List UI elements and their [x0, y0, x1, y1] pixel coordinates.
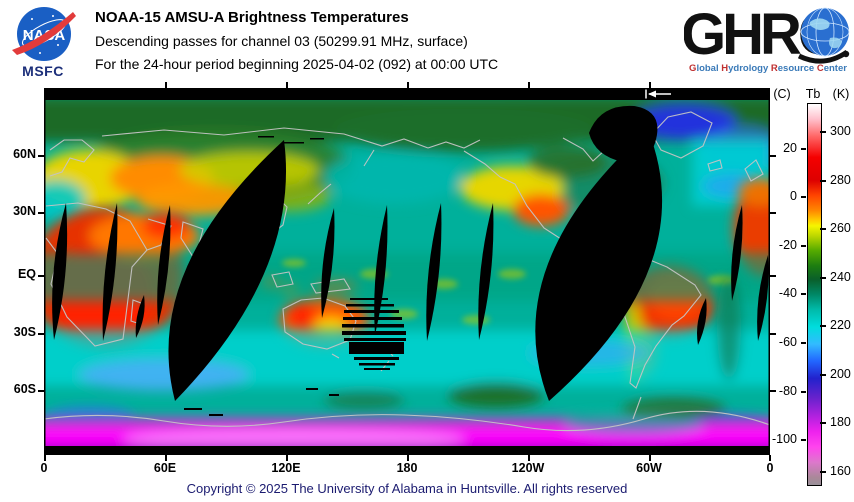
axis-tick — [38, 390, 44, 392]
kelvin-tick-220: 220 — [830, 318, 851, 332]
kelvin-tick-240: 240 — [830, 270, 851, 284]
missing-data-swaths — [52, 105, 769, 416]
ghrc-word-rest: esource — [777, 63, 815, 74]
axis-tick — [38, 155, 44, 157]
axis-tick — [38, 275, 44, 277]
ghrc-word-rest: lobal — [696, 63, 719, 74]
lon-label-180: 180 — [396, 461, 418, 475]
colorbar-tick — [801, 439, 806, 441]
kelvin-tick-300: 300 — [830, 124, 851, 138]
lon-label-60w: 60W — [636, 461, 662, 475]
page-title: NOAA-15 AMSU-A Brightness Temperatures — [95, 9, 409, 26]
axis-tick — [528, 455, 530, 461]
ghrc-word-initial: H — [721, 63, 729, 74]
nasa-center-label: MSFC — [22, 63, 64, 79]
axis-tick — [38, 333, 44, 335]
axis-tick — [769, 455, 771, 461]
celsius-tick-n40: -40 — [778, 286, 797, 300]
lon-label-120e: 120E — [271, 461, 301, 475]
celsius-tick-n100: -100 — [771, 432, 797, 446]
ghrc-globe-icon — [797, 7, 850, 64]
colorbar-tick — [820, 471, 826, 473]
subtitle-period: For the 24-hour period beginning 2025-04… — [95, 56, 499, 72]
axis-tick — [165, 455, 167, 461]
axis-tick — [770, 212, 776, 214]
colorbar-tick — [820, 180, 826, 182]
colorbar-gradient — [807, 103, 822, 486]
ghrc-tagline: Global Hydrology Resource Center — [682, 63, 854, 74]
colorbar-tick — [801, 342, 806, 344]
colorbar-tick — [820, 277, 826, 279]
copyright-notice: Copyright © 2025 The University of Alaba… — [186, 481, 628, 496]
colorbar-tick — [801, 293, 806, 295]
ghrc-logo: GHRC — [684, 2, 850, 64]
kelvin-tick-260: 260 — [830, 221, 851, 235]
ghrc-word-initial: R — [770, 63, 778, 74]
lat-label-30n: 30N — [13, 204, 36, 218]
celsius-tick-0: 0 — [790, 189, 797, 203]
kelvin-tick-160: 160 — [830, 464, 851, 478]
axis-tick — [165, 82, 167, 88]
colorbar-tick — [820, 228, 826, 230]
celsius-tick-n80: -80 — [778, 384, 797, 398]
axis-tick — [770, 275, 776, 277]
axis-tick — [770, 333, 776, 335]
colorbar-tick — [801, 148, 806, 150]
colorbar-tick — [801, 245, 806, 247]
ghrc-word-initial: G — [689, 63, 697, 74]
nasa-swoosh-icon — [12, 12, 76, 55]
celsius-tick-20: 20 — [783, 141, 797, 155]
axis-tick — [770, 390, 776, 392]
colorbar-tick — [820, 374, 826, 376]
kelvin-tick-180: 180 — [830, 415, 851, 429]
lat-label-60s: 60S — [13, 382, 36, 396]
axis-tick — [649, 455, 651, 461]
axis-tick — [770, 155, 776, 157]
ghrc-word-rest: enter — [823, 63, 847, 74]
lon-label-0e: 0 — [40, 461, 48, 475]
colorbar-celsius-header: (C) — [773, 87, 791, 101]
colorbar-tick — [801, 196, 806, 198]
pass-start-arrow-icon — [645, 89, 671, 99]
colorbar-tick — [801, 391, 806, 393]
ghrc-word-rest: ydrology — [728, 63, 769, 74]
axis-tick — [286, 455, 288, 461]
kelvin-tick-280: 280 — [830, 173, 851, 187]
subtitle-channel: Descending passes for channel 03 (50299.… — [95, 33, 468, 49]
colorbar-kelvin-header: (K) — [832, 87, 850, 101]
lon-label-0w: 0 — [766, 461, 774, 475]
lat-label-60n: 60N — [13, 147, 36, 161]
colorbar-tick — [820, 131, 826, 133]
colorbar-tick — [820, 325, 826, 327]
map-field — [44, 88, 770, 455]
map-frame — [44, 88, 770, 455]
colorbar-tick — [820, 422, 826, 424]
axis-tick — [407, 455, 409, 461]
ghrc-word-initial: C — [816, 63, 824, 74]
axis-tick — [286, 82, 288, 88]
lon-label-120w: 120W — [511, 461, 545, 475]
axis-tick — [38, 212, 44, 214]
lat-label-eq: EQ — [17, 267, 36, 281]
nasa-logo-icon: NASA — [12, 7, 76, 61]
lat-label-30s: 30S — [13, 325, 36, 339]
axis-tick — [528, 82, 530, 88]
axis-tick — [407, 82, 409, 88]
brightness-temperature-map — [44, 88, 770, 455]
axis-tick — [649, 82, 651, 88]
celsius-tick-n20: -20 — [778, 238, 797, 252]
colorbar-quantity-header: Tb — [805, 87, 821, 101]
celsius-tick-n60: -60 — [778, 335, 797, 349]
axis-tick — [44, 455, 46, 461]
kelvin-tick-200: 200 — [830, 367, 851, 381]
lon-label-60e: 60E — [153, 461, 177, 475]
